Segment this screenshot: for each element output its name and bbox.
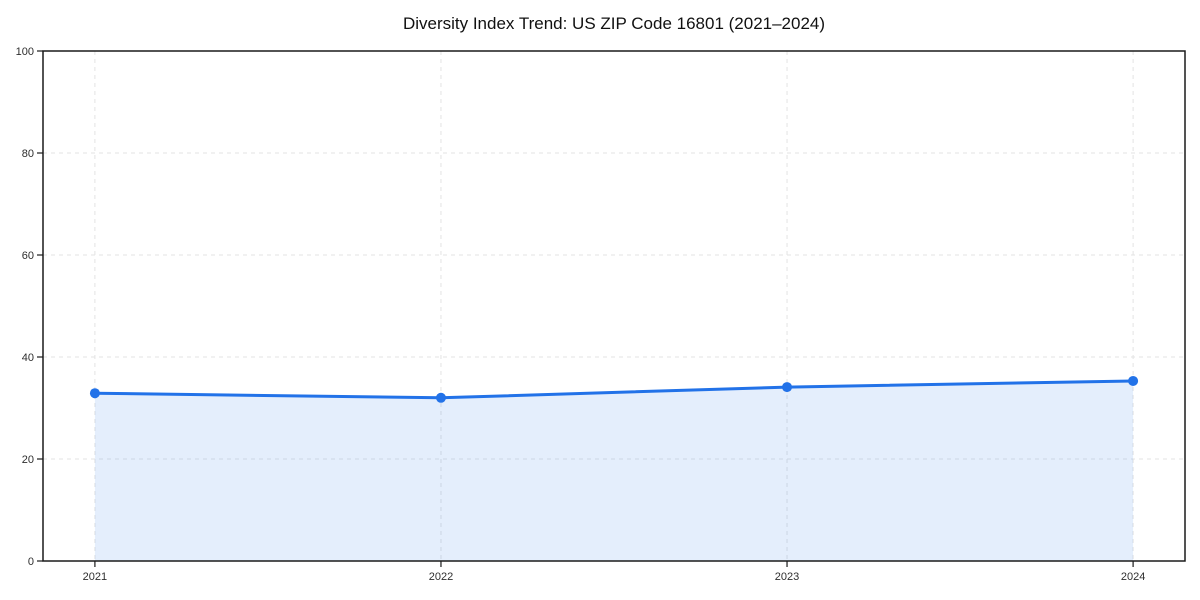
series-area-fill <box>94 380 1134 561</box>
x-tick-label: 2021 <box>83 571 107 583</box>
label-layer: 0 20 40 60 80 100 2021 2022 2023 2024 <box>16 46 1146 583</box>
data-point-marker <box>89 388 100 399</box>
data-point-marker <box>1128 375 1139 386</box>
data-point-marker <box>782 382 793 393</box>
grid-layer <box>43 51 1185 561</box>
series-layer <box>89 375 1139 561</box>
y-tick-label: 20 <box>22 454 34 466</box>
y-tick-label: 0 <box>28 556 34 568</box>
plot-spines <box>42 50 1186 562</box>
y-tick-label: 80 <box>22 148 34 160</box>
y-tick-label: 60 <box>22 250 34 262</box>
x-tick-label: 2022 <box>429 571 453 583</box>
x-tick-label: 2024 <box>1121 571 1145 583</box>
axes-layer <box>37 50 1186 567</box>
y-tick-label: 100 <box>16 46 34 58</box>
data-point-marker <box>435 392 446 403</box>
series-line <box>93 379 1135 400</box>
chart-title: Diversity Index Trend: US ZIP Code 16801… <box>403 14 825 33</box>
x-tick-label: 2023 <box>775 571 799 583</box>
y-tick-label: 40 <box>22 352 34 364</box>
